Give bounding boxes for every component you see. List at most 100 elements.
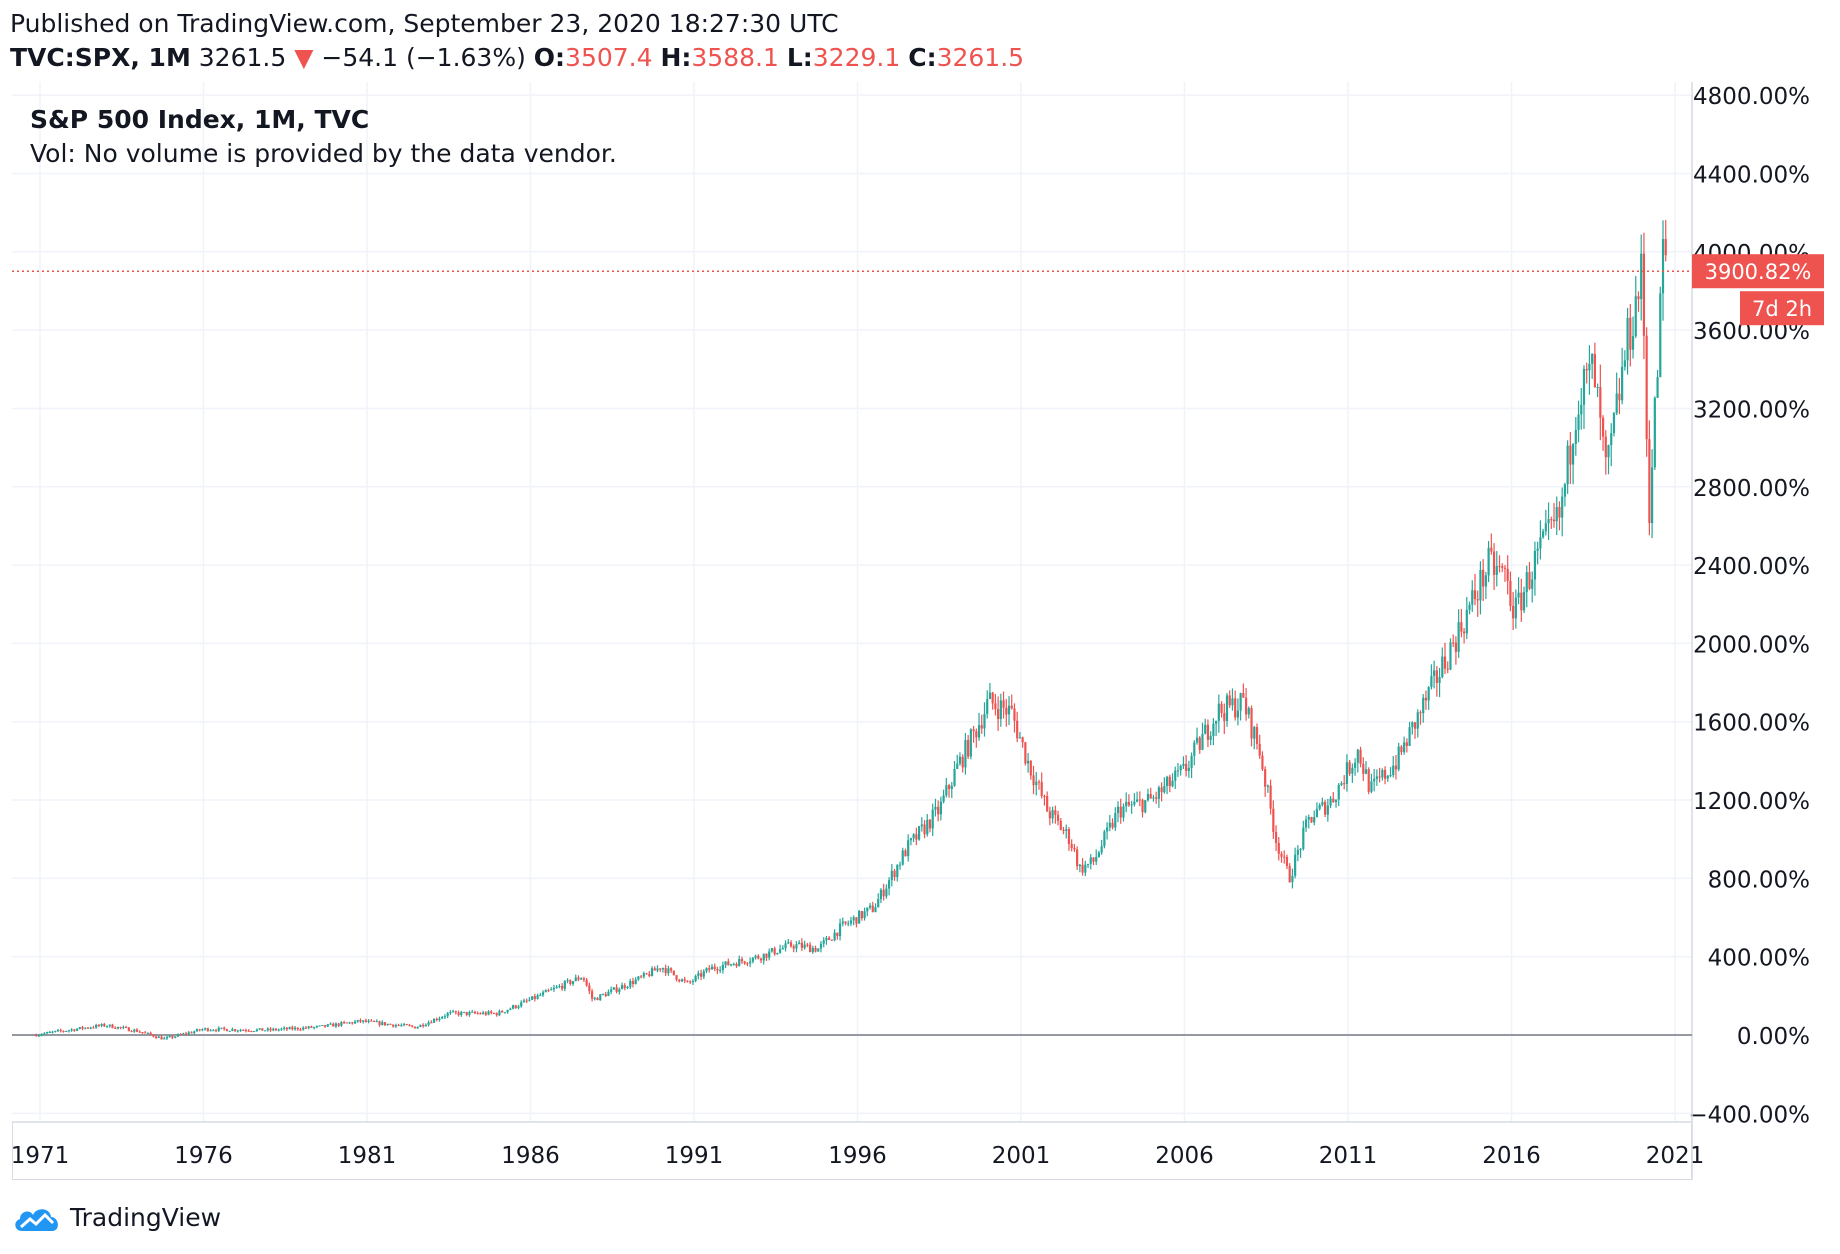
candle-body	[100, 1024, 103, 1026]
candle-body	[787, 942, 790, 944]
candle-body	[1656, 377, 1659, 398]
x-tick-label: 2021	[1646, 1143, 1705, 1169]
candle-body	[1495, 566, 1498, 575]
down-arrow-icon: ▼	[294, 43, 314, 72]
candle-body	[1078, 864, 1081, 867]
candle-body	[1236, 710, 1240, 718]
candle-body	[1228, 695, 1231, 706]
candle-body	[190, 1032, 193, 1034]
candle-body	[1035, 781, 1038, 786]
candle-body	[484, 1012, 487, 1015]
candle-body	[596, 997, 599, 1001]
candle-body	[1454, 642, 1458, 652]
candle-body	[986, 699, 989, 715]
candle-body	[1337, 784, 1340, 800]
candle-body	[1577, 414, 1580, 430]
candle-body	[544, 990, 547, 993]
candle-body	[89, 1027, 92, 1029]
candle-body	[495, 1013, 498, 1016]
candle-body	[1168, 776, 1171, 787]
candle-body	[367, 1020, 370, 1022]
candle-body	[1348, 762, 1351, 774]
candle-body	[343, 1022, 346, 1024]
candle-body	[784, 943, 787, 949]
candle-body	[266, 1028, 269, 1031]
candle-body	[528, 999, 531, 1001]
candle-body	[1571, 443, 1575, 465]
candle-body	[923, 824, 926, 835]
candle-body	[165, 1036, 169, 1039]
x-tick-label: 2016	[1482, 1143, 1541, 1169]
candle-body	[293, 1027, 297, 1030]
candle-body	[285, 1027, 288, 1030]
candle-body	[171, 1036, 174, 1038]
candle-body	[111, 1024, 114, 1029]
last-price-tag	[1692, 254, 1824, 289]
candle-body	[378, 1021, 381, 1025]
candle-body	[1089, 857, 1092, 864]
candle-body	[828, 937, 831, 940]
candle-body	[67, 1030, 70, 1032]
candle-body	[574, 977, 577, 982]
candle-body	[942, 795, 945, 802]
candle-body	[1394, 765, 1398, 770]
candle-body	[234, 1029, 237, 1031]
plot-area[interactable]	[12, 82, 1692, 1122]
candle-body	[43, 1033, 46, 1035]
candle-body	[555, 986, 558, 988]
candle-body	[253, 1031, 256, 1033]
candle-body	[800, 942, 804, 948]
candle-body	[454, 1011, 457, 1013]
candle-body	[1615, 393, 1618, 414]
candle-body	[195, 1029, 199, 1032]
candle-body	[468, 1012, 471, 1015]
candle-body	[1247, 708, 1250, 715]
candle-body	[716, 968, 719, 971]
candle-body	[779, 949, 782, 953]
candle-body	[1073, 847, 1076, 850]
candle-body	[460, 1011, 463, 1016]
candle-body	[1544, 523, 1547, 532]
candle-body	[1400, 746, 1403, 753]
candle-body	[934, 806, 937, 810]
candle-body	[686, 980, 689, 982]
candle-body	[337, 1023, 340, 1026]
candle-body	[759, 958, 763, 961]
candle-body	[770, 948, 774, 952]
candle-body	[926, 819, 929, 835]
y-tick-label: 0.00%	[1737, 1024, 1810, 1050]
candle-body	[1539, 537, 1542, 549]
countdown-tag-text: 7d 2h	[1752, 297, 1812, 321]
candle-body	[364, 1020, 368, 1022]
ohlc-header: TVC:SPX, 1M 3261.5 ▼ −54.1 (−1.63%) O:35…	[10, 42, 1024, 74]
candle-body	[994, 703, 997, 710]
candle-body	[871, 905, 874, 912]
candle-body	[890, 870, 893, 881]
candle-body	[702, 971, 705, 977]
candle-body	[1307, 816, 1310, 820]
candle-body	[1648, 439, 1651, 524]
candle-body	[443, 1016, 447, 1018]
candle-body	[743, 961, 746, 964]
candle-body	[988, 692, 992, 700]
candle-body	[130, 1031, 133, 1033]
candle-body	[1283, 856, 1286, 858]
candle-body	[1362, 763, 1365, 774]
candle-body	[1144, 800, 1147, 813]
candle-body	[255, 1029, 259, 1032]
y-tick-label: 2400.00%	[1693, 554, 1810, 580]
candle-body	[416, 1027, 419, 1029]
candle-body	[727, 961, 730, 966]
x-tick-label: 2006	[1155, 1143, 1214, 1169]
tradingview-logo[interactable]: TradingView	[12, 1200, 221, 1236]
candle-body	[141, 1031, 144, 1033]
candle-body	[75, 1028, 79, 1031]
candle-body	[937, 806, 940, 815]
candle-body	[212, 1030, 215, 1032]
close-label: C:	[908, 43, 937, 72]
candle-body	[356, 1020, 359, 1022]
candle-body	[498, 1011, 501, 1016]
candle-body	[618, 989, 621, 992]
symbol-label[interactable]: TVC:SPX, 1M	[10, 43, 191, 72]
